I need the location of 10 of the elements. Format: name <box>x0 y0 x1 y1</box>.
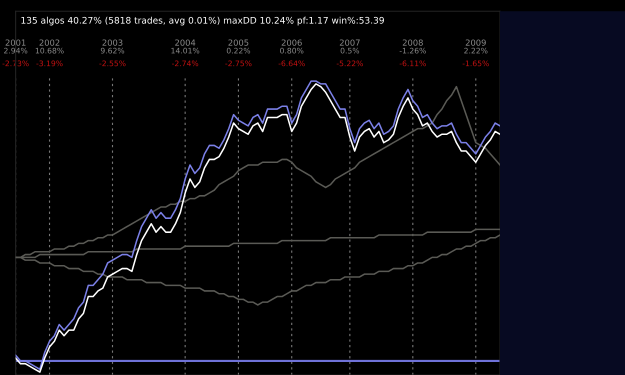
x-tick-label: 2004 <box>175 39 196 46</box>
chart-title: 135 algos 40.27% (5818 trades, avg 0.01%) maxDD 10.24% pf:1.17 win%:53.39 <box>21 16 384 26</box>
x-tick-label: 2002 <box>40 39 60 46</box>
x-tick-label: 2007 <box>340 39 360 46</box>
x-tick-label: 2001 <box>6 39 26 46</box>
x-tick-label: 2006 <box>282 39 302 46</box>
x-tick-label: 2008 <box>402 39 423 46</box>
x-tick-label: 2003 <box>102 39 122 46</box>
x-tick-label: 2005 <box>228 39 248 46</box>
x-tick-label: 2009 <box>466 39 486 46</box>
